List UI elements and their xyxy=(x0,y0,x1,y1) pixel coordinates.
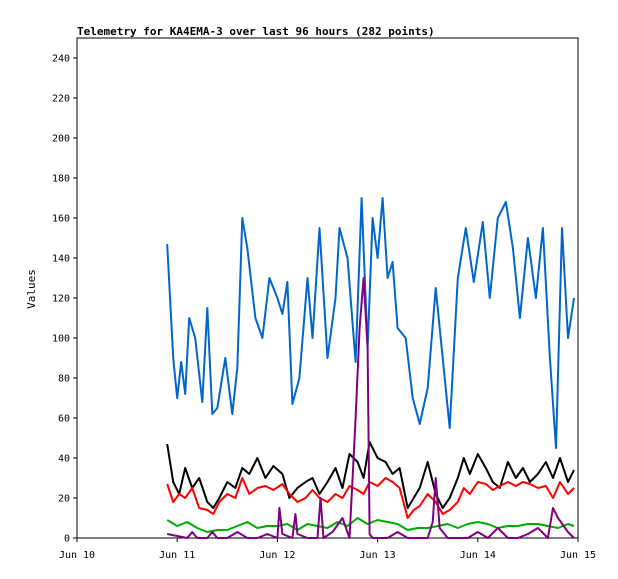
y-tick-label: 40 xyxy=(58,454,70,465)
y-tick-label: 140 xyxy=(52,254,70,265)
series-line-2 xyxy=(166,477,575,519)
y-axis: 0 20 40 60 80 100 120 140 160 180 200 220 240 xyxy=(52,54,77,545)
series-line-3 xyxy=(166,517,575,533)
y-tick-label: 220 xyxy=(52,94,70,105)
x-tick-label: Jun 10 xyxy=(59,550,95,561)
series-layer xyxy=(166,197,575,539)
series-line-0 xyxy=(166,197,575,449)
x-tick-label: Jun 12 xyxy=(259,550,295,561)
y-tick-label: 180 xyxy=(52,174,70,185)
y-tick-label: 80 xyxy=(58,374,70,385)
y-tick-label: 20 xyxy=(58,494,70,505)
x-tick-label: Jun 15 xyxy=(560,550,596,561)
plot-frame xyxy=(76,37,579,539)
chart-title: Telemetry for KA4EMA-3 over last 96 hour… xyxy=(77,25,435,38)
x-tick-label: Jun 14 xyxy=(460,550,496,561)
series-line-1 xyxy=(166,441,575,509)
y-tick-label: 240 xyxy=(52,54,70,65)
series-line-4 xyxy=(167,277,575,539)
y-tick-label: 160 xyxy=(52,214,70,225)
y-tick-label: 100 xyxy=(52,334,70,345)
x-tick-label: Jun 13 xyxy=(360,550,396,561)
y-tick-label: 60 xyxy=(58,414,70,425)
y-tick-label: 0 xyxy=(64,534,70,545)
x-tick-label: Jun 11 xyxy=(159,550,195,561)
y-tick-label: 120 xyxy=(52,294,70,305)
x-axis: Jun 10 Jun 11 Jun 12 Jun 13 Jun 14 Jun 15 xyxy=(59,538,596,561)
y-tick-label: 200 xyxy=(52,134,70,145)
y-axis-label: Values xyxy=(25,269,38,309)
